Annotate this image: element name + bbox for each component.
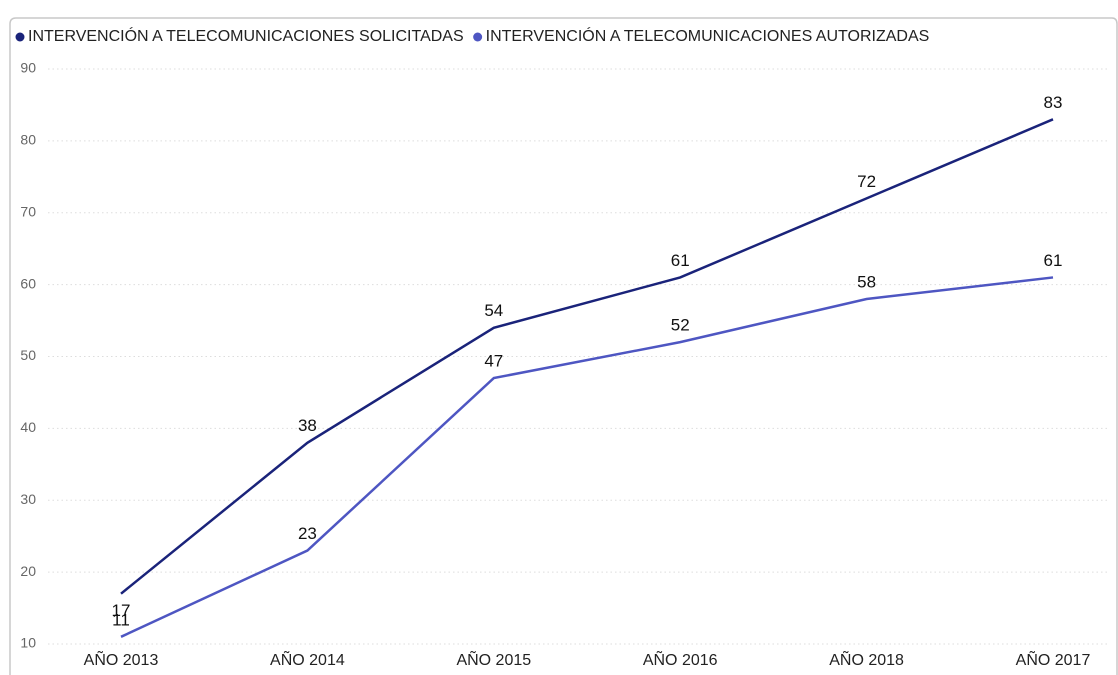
data-label: 61: [671, 251, 690, 270]
series-line: [120, 276, 1054, 638]
data-label: 52: [671, 316, 690, 335]
series-line: [120, 118, 1054, 595]
legend-marker: [15, 32, 25, 42]
y-tick-label: 50: [20, 347, 36, 363]
y-tick-label: 70: [20, 203, 36, 219]
data-label: 72: [857, 172, 876, 191]
data-label: 58: [857, 272, 876, 291]
x-tick-label: AÑO 2017: [1016, 649, 1091, 669]
legend-marker: [473, 32, 483, 42]
frame: [9, 17, 1118, 675]
x-tick-label: AÑO 2018: [829, 649, 904, 669]
y-tick-label: 60: [20, 275, 36, 291]
x-tick-label: AÑO 2014: [270, 649, 345, 669]
x-tick-label: AÑO 2015: [456, 649, 531, 669]
y-tick-label: 30: [20, 491, 36, 507]
x-tick-label: AÑO 2013: [84, 649, 159, 669]
y-tick-label: 80: [20, 132, 36, 148]
y-tick-label: 90: [20, 60, 36, 76]
data-label: 17: [112, 601, 131, 620]
data-label: 38: [298, 416, 317, 435]
y-tick-label: 20: [20, 563, 36, 579]
y-tick-label: 10: [20, 635, 36, 651]
data-label: 47: [484, 352, 503, 371]
legend-label: INTERVENCIÓN A TELECOMUNICACIONES AUTORI…: [486, 26, 930, 45]
x-tick-label: AÑO 2016: [643, 649, 718, 669]
data-label: 54: [484, 301, 503, 320]
data-label: 83: [1044, 93, 1063, 112]
y-tick-label: 40: [20, 419, 36, 435]
data-label: 23: [298, 524, 317, 543]
legend-label: INTERVENCIÓN A TELECOMUNICACIONES SOLICI…: [28, 26, 464, 45]
data-label: 61: [1044, 251, 1063, 270]
data-label: 11: [112, 610, 130, 629]
